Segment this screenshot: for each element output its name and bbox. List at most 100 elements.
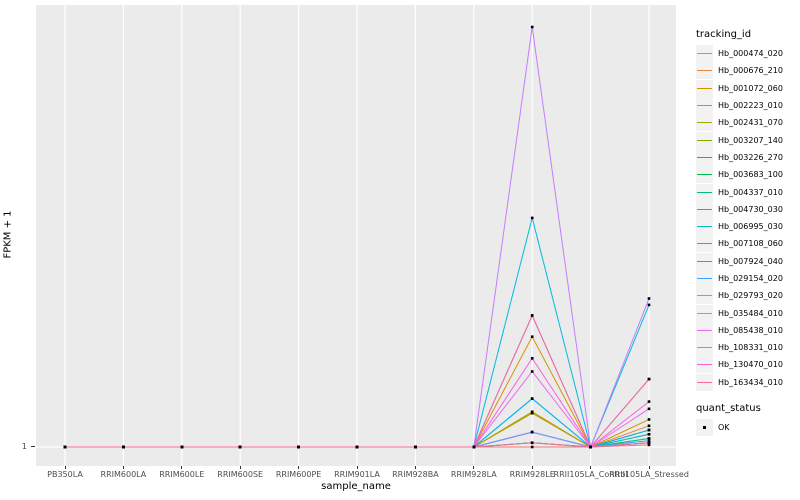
legend-entry: Hb_002223_010 <box>696 97 800 115</box>
plot-area-svg <box>36 5 676 466</box>
data-point <box>530 441 534 445</box>
legend-entry-label: Hb_003226_270 <box>718 152 783 162</box>
data-point <box>472 445 476 449</box>
legend-entry: Hb_003683_100 <box>696 166 800 184</box>
legend-entry-label: Hb_085438_010 <box>718 325 783 335</box>
data-point <box>530 445 534 449</box>
legend-entry-label: Hb_035484_010 <box>718 308 783 318</box>
data-point <box>647 407 651 411</box>
legend-key <box>696 287 713 305</box>
data-point <box>63 445 67 449</box>
legend-key <box>696 62 713 80</box>
x-tick-label: RRIM928LE <box>509 470 555 479</box>
legend-entry: Hb_130470_010 <box>696 356 800 374</box>
data-point <box>647 441 651 445</box>
legend-key-line <box>697 53 712 55</box>
x-tick-label: RRIM928BA <box>392 470 439 479</box>
x-tick-label: RRII105LA_Stressed <box>609 470 689 479</box>
x-axis-tick-mark <box>531 466 533 469</box>
data-point <box>530 335 534 338</box>
legend-entry: Hb_006995_030 <box>696 218 800 236</box>
plot-panel <box>36 5 676 466</box>
legend-entry-label: Hb_003683_100 <box>718 170 783 180</box>
x-tick-label: RRII105LA_Control <box>553 470 628 479</box>
legend-key <box>696 183 713 201</box>
legend-key-line <box>697 312 712 314</box>
x-axis-tick-mark <box>473 466 475 469</box>
legend-key <box>696 166 713 184</box>
legend-entry: OK <box>696 419 800 437</box>
x-tick-label: RRIM600PE <box>275 470 322 479</box>
legend-key <box>696 235 713 253</box>
legend-entry: Hb_007108_060 <box>696 235 800 253</box>
legend-key <box>696 356 713 374</box>
legend-key <box>696 270 713 287</box>
legend-entry: Hb_085438_010 <box>696 321 800 339</box>
y-tick-label: 1 <box>21 442 27 451</box>
legend-key <box>696 200 713 218</box>
legend-key-line <box>697 329 712 331</box>
data-point <box>355 445 359 449</box>
x-axis-tick-mark <box>122 466 124 469</box>
data-point <box>530 397 534 400</box>
legend-key-line <box>697 364 712 366</box>
data-point <box>530 314 534 317</box>
legend-entry-label: Hb_029154_020 <box>718 274 783 283</box>
legend-entry: Hb_004730_030 <box>696 200 800 218</box>
legend-entry-label: OK <box>718 423 730 433</box>
legend-key <box>696 218 713 236</box>
data-point <box>647 418 651 421</box>
x-axis-tick-mark <box>356 466 358 469</box>
legend-entry: Hb_004337_010 <box>696 183 800 201</box>
legend-key-line <box>697 174 712 176</box>
x-axis-tick-mark <box>64 466 66 469</box>
x-tick-label: RRIM928LA <box>450 470 497 479</box>
legend-key-line <box>697 260 712 262</box>
legend-entry-label: Hb_002223_010 <box>718 101 783 111</box>
data-point <box>530 25 534 29</box>
legend-entry-label: Hb_000474_020 <box>718 49 783 59</box>
x-tick-label: RRIM600LA <box>100 470 147 479</box>
legend-title-quant-status: quant_status <box>696 402 761 414</box>
legend-entry-label: Hb_029793_020 <box>718 291 783 301</box>
legend-entry-label: Hb_007924_040 <box>718 256 783 266</box>
x-tick-label: RRIM901LA <box>334 470 380 479</box>
legend-key <box>696 321 713 339</box>
x-tick-label: RRIM600SE <box>217 470 264 479</box>
data-point <box>530 370 534 373</box>
legend-key <box>696 148 713 166</box>
legend-entry: Hb_035484_010 <box>696 304 800 322</box>
legend-key <box>696 304 713 322</box>
data-point <box>647 428 651 432</box>
legend-entry-label: Hb_108331_010 <box>718 343 783 353</box>
data-point <box>530 357 534 360</box>
legend-key-line <box>697 105 712 107</box>
legend-key-line <box>697 278 712 279</box>
data-point <box>530 216 534 220</box>
legend-entry-label: Hb_001072_060 <box>718 83 783 93</box>
legend-quant-status: quant_status OK <box>696 402 800 437</box>
legend-key <box>696 419 713 437</box>
legend-entry-label: Hb_002431_070 <box>718 118 783 128</box>
legend-entry: Hb_000676_210 <box>696 62 800 80</box>
legend-key-line <box>697 70 712 72</box>
legend-key-line <box>697 243 712 245</box>
legend-title-tracking-id: tracking_id <box>696 29 752 40</box>
x-axis-tick-mark <box>239 466 241 469</box>
legend-key <box>696 373 713 391</box>
legend-entries-quant-status: OK <box>696 419 800 437</box>
legend-key-line <box>697 122 712 124</box>
legend-entry-label: Hb_000676_210 <box>718 66 783 76</box>
legend-entry: Hb_029154_020 <box>696 270 800 287</box>
x-axis-tick-mark <box>414 466 416 469</box>
legend-entry: Hb_163434_010 <box>696 373 800 391</box>
legend-entries-tracking-id: Hb_000474_020 Hb_000676_210 Hb_001072_060 H… <box>696 45 800 391</box>
data-point <box>647 297 651 300</box>
legend-entry-label: Hb_004337_010 <box>718 187 783 197</box>
legend-key <box>696 79 713 97</box>
legend-entry: Hb_108331_010 <box>696 339 800 357</box>
legend: tracking_id Hb_000474_020 Hb_000676_210 Hb… <box>696 29 800 437</box>
data-point <box>180 445 184 449</box>
x-tick-label: PB350LA <box>47 470 83 479</box>
legend-key-line <box>697 156 712 158</box>
